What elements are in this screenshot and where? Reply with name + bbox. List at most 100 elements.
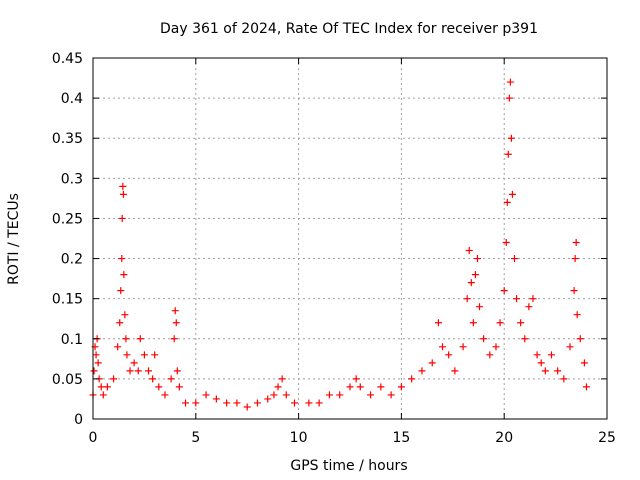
data-point bbox=[486, 351, 494, 359]
chart-title: Day 361 of 2024, Rate Of TEC Index for r… bbox=[160, 21, 538, 37]
data-point bbox=[418, 367, 426, 375]
y-tick-label: 0.45 bbox=[52, 51, 83, 67]
data-point bbox=[119, 182, 127, 190]
data-point bbox=[496, 319, 504, 327]
data-point bbox=[171, 307, 179, 315]
data-point bbox=[476, 303, 484, 311]
data-point bbox=[503, 198, 511, 206]
data-point bbox=[572, 239, 580, 247]
data-point bbox=[507, 134, 515, 142]
data-point bbox=[167, 375, 175, 383]
data-point bbox=[114, 343, 122, 351]
y-axis-title: ROTI / TECUs bbox=[6, 193, 22, 285]
data-point bbox=[500, 287, 508, 295]
data-point bbox=[525, 303, 533, 311]
data-point bbox=[541, 367, 549, 375]
y-tick-label: 0.05 bbox=[52, 372, 83, 388]
data-point bbox=[90, 367, 98, 375]
data-point bbox=[118, 255, 126, 263]
data-point bbox=[508, 190, 516, 198]
data-point bbox=[492, 343, 500, 351]
axis-ticks bbox=[92, 57, 608, 420]
data-point bbox=[140, 351, 148, 359]
data-point bbox=[439, 343, 447, 351]
data-points bbox=[89, 78, 590, 411]
data-point bbox=[473, 255, 481, 263]
data-point bbox=[576, 335, 584, 343]
data-point bbox=[155, 383, 163, 391]
data-point bbox=[274, 383, 282, 391]
data-point bbox=[467, 279, 475, 287]
data-point bbox=[465, 247, 473, 255]
data-point bbox=[149, 375, 157, 383]
data-point bbox=[397, 383, 405, 391]
data-point bbox=[367, 391, 375, 399]
data-point bbox=[580, 359, 588, 367]
data-point bbox=[582, 383, 590, 391]
data-point bbox=[352, 375, 360, 383]
data-point bbox=[264, 395, 272, 403]
data-point bbox=[278, 375, 286, 383]
y-tick-label: 0.15 bbox=[52, 292, 83, 308]
y-tick-label: 0.1 bbox=[61, 332, 83, 348]
data-point bbox=[428, 359, 436, 367]
x-axis-title: GPS time / hours bbox=[290, 458, 407, 474]
data-point bbox=[434, 319, 442, 327]
data-point bbox=[253, 399, 261, 407]
data-point bbox=[173, 367, 181, 375]
y-tick-label: 0.35 bbox=[52, 131, 83, 147]
data-point bbox=[471, 271, 479, 279]
data-point bbox=[94, 359, 102, 367]
data-point bbox=[554, 367, 562, 375]
data-point bbox=[346, 383, 354, 391]
data-point bbox=[451, 367, 459, 375]
data-point bbox=[270, 391, 278, 399]
data-point bbox=[92, 351, 100, 359]
data-point bbox=[117, 287, 125, 295]
data-point bbox=[170, 335, 178, 343]
data-point bbox=[560, 375, 568, 383]
data-point bbox=[145, 367, 153, 375]
grid bbox=[93, 58, 607, 419]
data-point bbox=[290, 399, 298, 407]
data-point bbox=[223, 399, 231, 407]
data-point bbox=[233, 399, 241, 407]
data-point bbox=[120, 271, 128, 279]
data-point bbox=[469, 319, 477, 327]
data-point bbox=[116, 319, 124, 327]
data-point bbox=[119, 190, 127, 198]
data-point bbox=[202, 391, 210, 399]
data-point bbox=[459, 343, 467, 351]
y-tick-label: 0.4 bbox=[61, 91, 83, 107]
data-point bbox=[521, 335, 529, 343]
data-point bbox=[151, 351, 159, 359]
data-point bbox=[480, 335, 488, 343]
data-point bbox=[505, 94, 513, 102]
data-point bbox=[134, 367, 142, 375]
data-point bbox=[123, 351, 131, 359]
data-point bbox=[121, 311, 129, 319]
data-point bbox=[517, 319, 525, 327]
x-tick-label: 0 bbox=[89, 430, 98, 446]
data-point bbox=[182, 399, 190, 407]
x-tick-label: 10 bbox=[290, 430, 308, 446]
data-point bbox=[408, 375, 416, 383]
x-tick-label: 25 bbox=[598, 430, 616, 446]
data-point bbox=[387, 391, 395, 399]
data-point bbox=[537, 359, 545, 367]
data-point bbox=[356, 383, 364, 391]
data-point bbox=[130, 359, 138, 367]
data-point bbox=[282, 391, 290, 399]
data-point bbox=[136, 335, 144, 343]
data-point bbox=[573, 311, 581, 319]
data-point bbox=[172, 319, 180, 327]
data-point bbox=[305, 399, 313, 407]
data-point bbox=[99, 391, 107, 399]
data-point bbox=[122, 335, 130, 343]
data-point bbox=[315, 399, 323, 407]
data-point bbox=[325, 391, 333, 399]
plot-frame bbox=[92, 57, 608, 420]
data-point bbox=[547, 351, 555, 359]
y-tick-label: 0.3 bbox=[61, 171, 83, 187]
